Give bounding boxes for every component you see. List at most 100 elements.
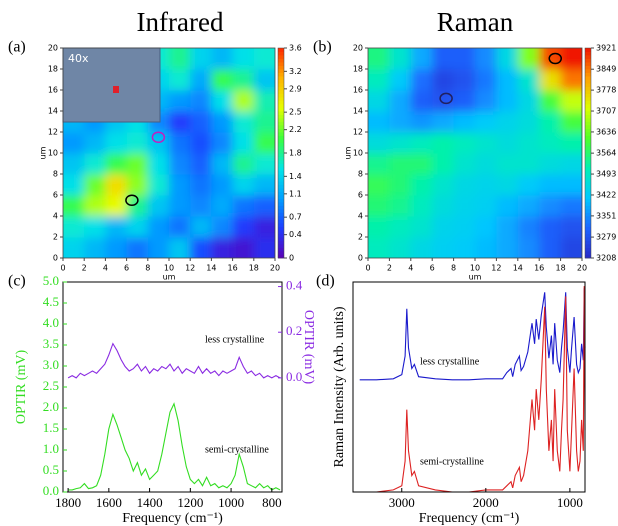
heatmap-cell [147,216,170,238]
colorbar-strip [585,191,591,196]
panel-label: (c) [8,273,26,290]
heatmap-cell [232,111,255,133]
colorbar-strip [278,251,284,255]
heatmap-cell [410,174,433,196]
colorbar-strip [278,114,284,119]
heatmap-cell [560,153,582,175]
colorbar-strip [278,48,284,52]
heatmap-cell [211,216,234,238]
heatmap-cell [232,132,255,154]
colorbar-tick-label: 0.7 [289,213,302,222]
heatmap-cell [84,237,106,258]
colorbar-strip [585,104,591,108]
colorbar-strip [585,244,591,248]
colorbar-strip [278,72,284,77]
heatmap-cell [169,90,191,112]
heatmap-cell [517,111,540,133]
y2-tick-label: 0.4 [286,278,303,293]
heatmap [368,48,582,258]
heatmap-cell [517,237,540,258]
colorbar-strip [585,142,591,147]
heatmap-cell [169,111,191,133]
colorbar-strip [278,55,284,59]
colorbar-strip [585,240,591,245]
y-tick-label: 20 [48,44,58,53]
heatmap-cell [453,153,476,175]
y-tick-label: 12 [353,128,363,137]
colorbar-strip [585,69,591,73]
heatmap-cell [453,48,476,70]
colorbar-strip [585,184,591,189]
heatmap-cell [190,237,212,258]
heatmap-cell [410,153,433,175]
heatmap-cell [496,195,519,217]
heatmap-cell [368,216,390,238]
y-axis-label: Raman Intensity (Arb. units) [332,306,347,467]
y-tick-label: 2.5 [43,378,59,393]
heatmap-cell [368,90,390,112]
x-tick-label: 1200 [177,495,203,510]
colorbar-strip [278,254,284,259]
y-axis-label: um [39,146,48,159]
colorbar-strip [278,132,284,136]
panel-label: (d) [316,273,335,290]
annotation: semi-crystalline [420,456,484,467]
heatmap-cell [560,111,582,133]
heatmap-cell [432,174,455,196]
colorbar-strip [278,233,284,238]
colorbar-strip [585,160,591,164]
x-tick-label: 16 [534,264,544,273]
heatmap-cell [539,132,562,154]
x-tick-label: 2000 [473,495,499,510]
annotation: less crystalline [420,356,480,367]
inset-label: 40x [68,52,89,65]
marker [125,194,139,206]
x-tick-label: 12 [185,264,195,273]
x-tick-label: 4 [408,264,413,273]
marker [548,52,562,65]
x-tick-label: 14 [513,264,523,273]
colorbar-strip [585,51,591,56]
colorbar-strip [585,128,591,133]
colorbar-tick-label: 3493 [596,170,616,179]
colorbar-tick-label: 3707 [596,107,616,116]
colorbar-strip [278,69,284,73]
colorbar-strip [278,191,284,196]
x-axis-label: um [163,273,176,282]
heatmap-cell [560,132,582,154]
heatmap-cell [496,69,519,91]
heatmap-cell [496,111,519,133]
heatmap-cell [560,90,582,112]
heatmap-cell [453,69,476,91]
heatmap-cell [126,195,149,217]
colorbar-strip [278,216,284,220]
heatmap-cell [105,237,128,258]
colorbar-strip [278,205,284,210]
x-tick-label: 18 [556,264,566,273]
colorbar-strip [585,100,591,105]
heatmap-cell [410,237,433,258]
colorbar-tick-label: 3564 [596,149,616,158]
colorbar-strip [278,128,284,133]
heatmap-cell [560,216,582,238]
heatmap-cell [389,195,412,217]
heatmap-cell [410,48,433,70]
heatmap-cell [63,132,85,154]
y-tick-label: 0 [358,254,363,263]
heatmap-cell [169,237,191,258]
heatmap-cell [147,174,170,196]
x-tick-label: 10 [164,264,174,273]
x-axis-label: Frequency (cm⁻¹) [419,511,520,526]
heatmap-cell [539,153,562,175]
annotation: semi-crystalline [205,444,269,455]
y-tick-label: 1.5 [43,420,59,435]
heatmap-cell [190,48,212,70]
heatmap-cell [190,111,212,133]
colorbar-strip [585,79,591,84]
colorbar-strip [278,139,284,143]
heatmap-cell [253,153,275,175]
heatmap-cell [432,90,455,112]
colorbar-strip [278,107,284,112]
heatmap-cell [63,174,85,196]
colorbar-strip [585,181,591,185]
